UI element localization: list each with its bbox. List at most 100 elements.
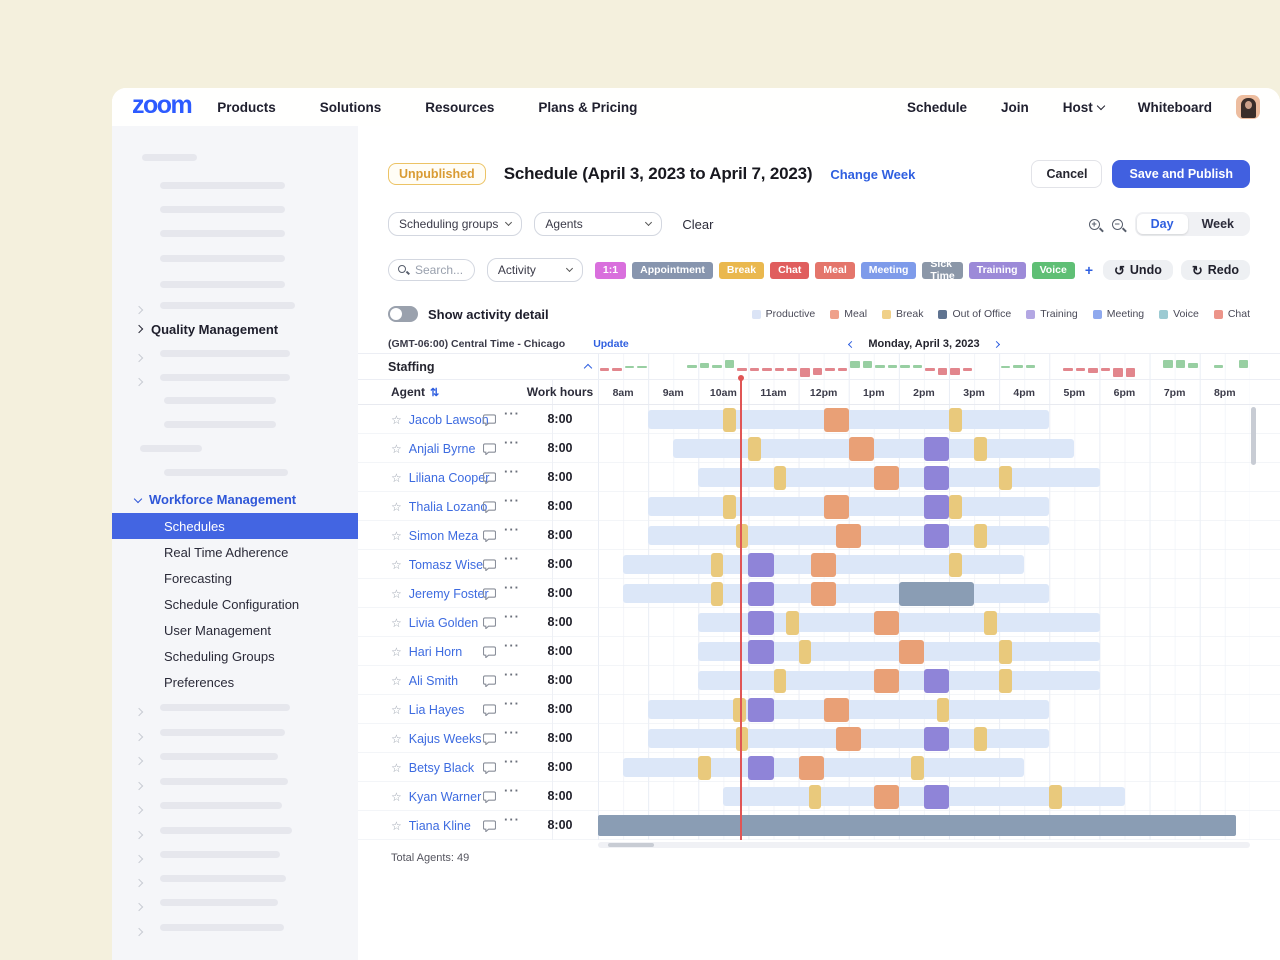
nav-link-resources[interactable]: Resources <box>425 99 495 115</box>
activity-block-meal[interactable] <box>836 523 862 548</box>
activity-block-break[interactable] <box>949 552 962 577</box>
sidebar-item-real-time-adherence[interactable]: Real Time Adherence <box>164 544 289 560</box>
undo-button[interactable]: ↺ Undo <box>1103 260 1173 280</box>
activity-block-training[interactable] <box>748 697 774 722</box>
productive-shift-bar[interactable] <box>623 584 1050 603</box>
productive-shift-bar[interactable] <box>698 468 1100 487</box>
favorite-star-icon[interactable]: ☆ <box>391 673 402 688</box>
agent-name-link[interactable]: Ali Smith <box>408 673 459 688</box>
activity-block-break[interactable] <box>974 523 987 548</box>
activity-block-break[interactable] <box>698 755 711 780</box>
message-agent-icon[interactable] <box>482 587 497 605</box>
activity-block-break[interactable] <box>974 726 987 751</box>
productive-shift-bar[interactable] <box>723 787 1125 806</box>
activity-block-training[interactable] <box>748 639 774 664</box>
message-agent-icon[interactable] <box>482 500 497 518</box>
activity-chip-1-1[interactable]: 1:1 <box>594 261 627 279</box>
message-agent-icon[interactable] <box>482 819 497 837</box>
scheduling-groups-select[interactable]: Scheduling groups <box>388 212 523 236</box>
agent-more-menu[interactable]: ··· <box>504 551 520 566</box>
agent-more-menu[interactable]: ··· <box>504 667 520 682</box>
activity-block-break[interactable] <box>949 407 962 432</box>
favorite-star-icon[interactable]: ☆ <box>391 760 402 775</box>
agent-more-menu[interactable]: ··· <box>504 696 520 711</box>
activity-chip-voice[interactable]: Voice <box>1031 261 1075 279</box>
agent-more-menu[interactable]: ··· <box>504 638 520 653</box>
favorite-star-icon[interactable]: ☆ <box>391 557 402 572</box>
activity-block-break[interactable] <box>786 610 799 635</box>
activity-block-ooo[interactable] <box>898 581 975 606</box>
activity-block-meal[interactable] <box>798 755 824 780</box>
activity-block-meal[interactable] <box>811 581 837 606</box>
activity-block-break[interactable] <box>911 755 924 780</box>
activity-block-meal[interactable] <box>836 726 862 751</box>
zoom-logo[interactable]: zoom <box>132 90 193 119</box>
activity-block-break[interactable] <box>773 668 787 693</box>
agent-more-menu[interactable]: ··· <box>504 493 520 508</box>
activity-block-training[interactable] <box>748 755 774 780</box>
agent-name-link[interactable]: Tomasz Wise <box>408 557 484 572</box>
productive-shift-bar[interactable] <box>698 642 1100 661</box>
activity-block-meal[interactable] <box>823 407 849 432</box>
activity-block-break[interactable] <box>723 407 736 432</box>
activity-block-meal[interactable] <box>873 784 899 809</box>
agent-more-menu[interactable]: ··· <box>504 812 520 827</box>
sidebar-item-quality-management[interactable]: Quality Management <box>112 318 358 340</box>
agent-name-link[interactable]: Anjali Byrne <box>408 441 476 456</box>
activity-block-training[interactable] <box>924 668 950 693</box>
activity-block-break[interactable] <box>999 465 1012 490</box>
cancel-button[interactable]: Cancel <box>1031 160 1103 188</box>
message-agent-icon[interactable] <box>482 413 497 431</box>
agent-more-menu[interactable]: ··· <box>504 580 520 595</box>
favorite-star-icon[interactable]: ☆ <box>391 470 402 485</box>
message-agent-icon[interactable] <box>482 703 497 721</box>
activity-chip-training[interactable]: Training <box>968 261 1026 279</box>
activity-block-meal[interactable] <box>848 436 874 461</box>
agent-more-menu[interactable]: ··· <box>504 522 520 537</box>
agent-more-menu[interactable]: ··· <box>504 464 520 479</box>
activity-chip-meal[interactable]: Meal <box>815 261 855 279</box>
activity-block-break[interactable] <box>798 639 812 664</box>
activity-chip-break[interactable]: Break <box>718 261 765 279</box>
agent-name-link[interactable]: Simon Meza <box>408 528 479 543</box>
nav-link-whiteboard[interactable]: Whiteboard <box>1137 99 1212 115</box>
favorite-star-icon[interactable]: ☆ <box>391 615 402 630</box>
agent-name-link[interactable]: Jeremy Foster <box>408 586 489 601</box>
message-agent-icon[interactable] <box>482 761 497 779</box>
agent-name-link[interactable]: Tiana Kline <box>408 818 471 833</box>
agent-more-menu[interactable]: ··· <box>504 725 520 740</box>
activity-block-training[interactable] <box>924 726 950 751</box>
activity-block-break[interactable] <box>733 697 746 722</box>
agent-name-link[interactable]: Kyan Warner <box>408 789 482 804</box>
favorite-star-icon[interactable]: ☆ <box>391 499 402 514</box>
message-agent-icon[interactable] <box>482 674 497 692</box>
message-agent-icon[interactable] <box>482 529 497 547</box>
agent-more-menu[interactable]: ··· <box>504 754 520 769</box>
activity-select[interactable]: Activity <box>486 258 583 282</box>
vertical-scrollbar[interactable] <box>1251 407 1256 465</box>
agent-more-menu[interactable]: ··· <box>504 783 520 798</box>
activity-block-break[interactable] <box>984 610 997 635</box>
activity-block-meal[interactable] <box>811 552 837 577</box>
activity-block-meal[interactable] <box>898 639 924 664</box>
activity-block-training[interactable] <box>748 610 774 635</box>
sidebar-item-scheduling-groups[interactable]: Scheduling Groups <box>164 648 275 664</box>
activity-chip-meeting[interactable]: Meeting <box>860 261 917 279</box>
sort-icon[interactable]: ⇅ <box>430 386 440 399</box>
productive-shift-bar[interactable] <box>673 439 1075 458</box>
activity-block-break[interactable] <box>936 697 950 722</box>
agent-name-link[interactable]: Kajus Weeks <box>408 731 482 746</box>
favorite-star-icon[interactable]: ☆ <box>391 412 402 427</box>
clear-filters-button[interactable]: Clear <box>682 216 714 232</box>
agents-select[interactable]: Agents <box>534 212 663 236</box>
sidebar-item-schedules[interactable]: Schedules <box>112 513 358 539</box>
activity-block-meal[interactable] <box>873 668 899 693</box>
activity-block-break[interactable] <box>723 494 736 519</box>
activity-block-training[interactable] <box>924 465 950 490</box>
sidebar-item-user-management[interactable]: User Management <box>164 622 271 638</box>
activity-block-training[interactable] <box>924 436 950 461</box>
sidebar-item-preferences[interactable]: Preferences <box>164 674 235 690</box>
week-tab[interactable]: Week <box>1201 217 1234 231</box>
agent-more-menu[interactable]: ··· <box>504 406 520 421</box>
message-agent-icon[interactable] <box>482 558 497 576</box>
